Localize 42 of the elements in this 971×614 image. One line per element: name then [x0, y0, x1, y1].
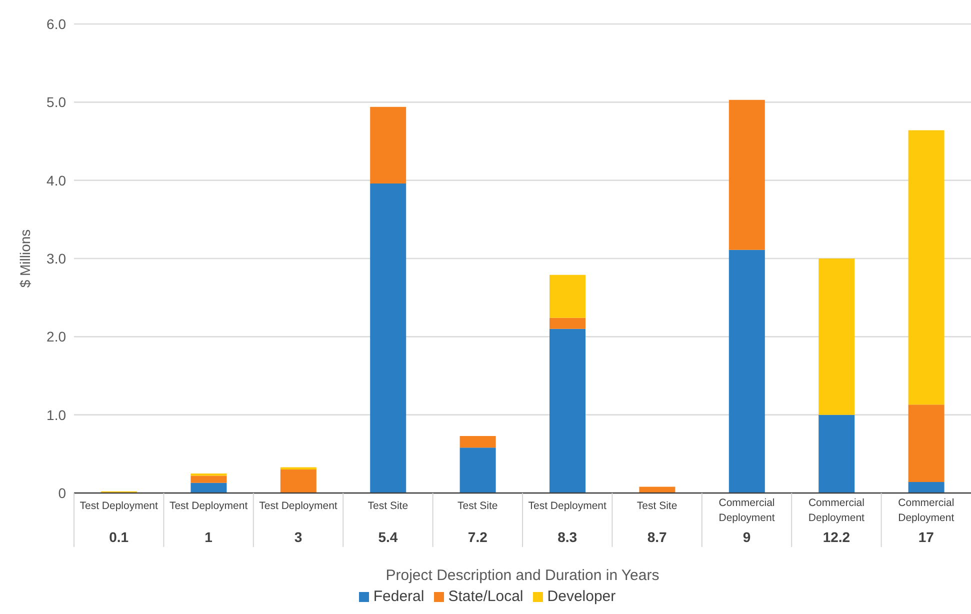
bar: [280, 467, 316, 470]
bar: [460, 436, 496, 448]
bar: [818, 414, 855, 493]
legend-label: Federal: [373, 588, 424, 605]
bar: [370, 183, 406, 493]
legend-label: Developer: [547, 588, 616, 605]
bar: [728, 100, 765, 250]
category-label: Test Site 7.2: [458, 500, 498, 545]
bar: [908, 404, 944, 482]
bar: [818, 258, 855, 415]
y-tick-label: 2.0: [46, 328, 66, 345]
y-axis-title: $ Millions: [17, 229, 33, 288]
x-tick-label: Commercial Deployment 12.2: [808, 497, 865, 545]
bar: [550, 318, 586, 329]
bar: [190, 473, 227, 476]
y-tick-label: 5.0: [46, 94, 66, 110]
bar: [190, 482, 227, 493]
bar: [460, 448, 496, 493]
y-tick-label: 3.0: [46, 250, 66, 266]
x-tick-label: Commercial Deployment 17: [898, 497, 954, 545]
y-tick-label: 6.0: [46, 16, 66, 32]
y-tick-label: 4.0: [46, 172, 66, 188]
bar: [550, 274, 586, 318]
category-label: Test Site 8.7: [636, 500, 678, 545]
bar: [190, 476, 227, 483]
category-label: Test Site 5.4: [368, 500, 408, 545]
category-label: Test Deployment 0.1: [80, 500, 158, 545]
category-label: Test Deployment 1: [169, 500, 248, 545]
bar: [639, 486, 676, 493]
bar: [550, 328, 586, 493]
y-tick-label: 0: [58, 484, 66, 501]
x-tick-label: Commercial Deployment 9: [718, 497, 775, 545]
category-label: Test Deployment 8.3: [528, 500, 606, 545]
legend-label: State/Local: [448, 588, 524, 605]
bar: [370, 106, 406, 184]
category-label: Test Deployment 3: [259, 500, 338, 545]
bar: [280, 470, 316, 493]
y-tick-label: 1.0: [46, 406, 66, 423]
bar: [908, 130, 944, 405]
x-axis-title: Project Description and Duration in Years: [386, 566, 660, 584]
bar: [908, 482, 944, 493]
bar: [728, 250, 765, 493]
